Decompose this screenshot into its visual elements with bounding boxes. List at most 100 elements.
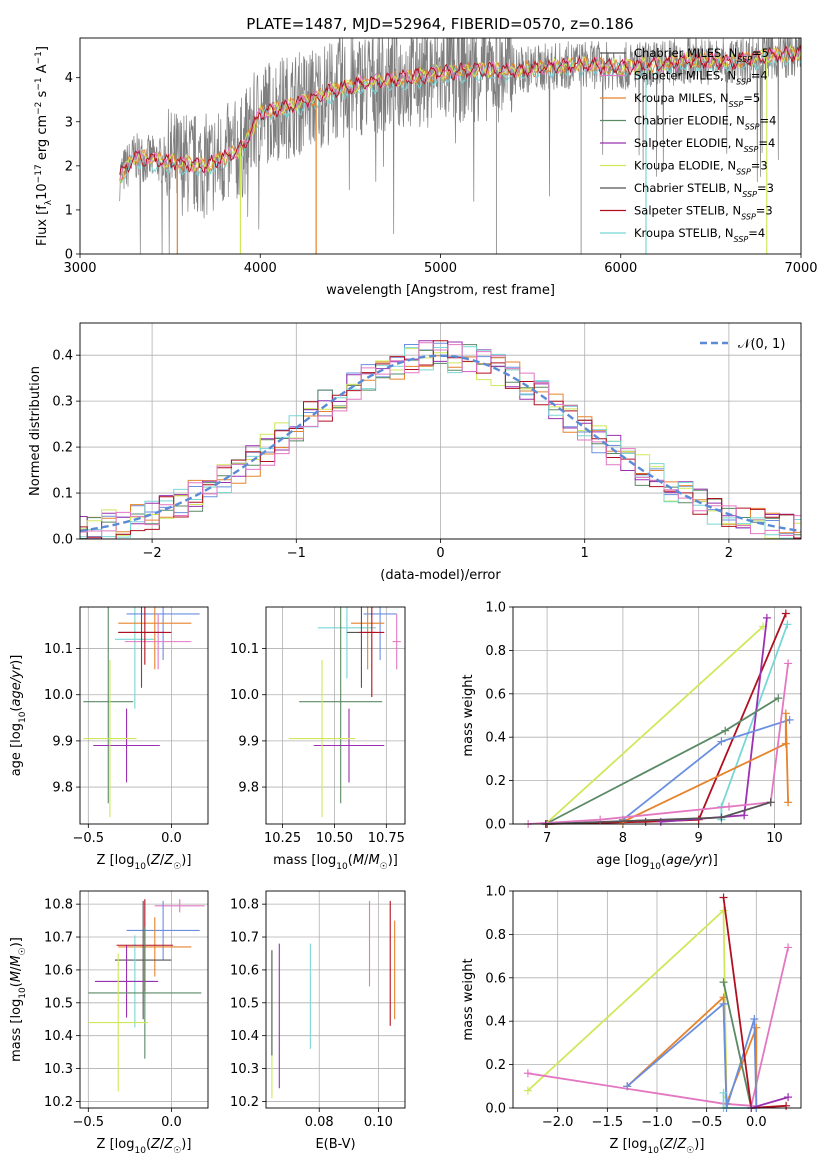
- y-tick-label: 0.2: [485, 1058, 506, 1073]
- y-tick-label: 10.8: [230, 898, 259, 913]
- x-tick-label: 10.50: [316, 831, 353, 846]
- x-axis-label: Z [log10(Z/Z☉)]: [97, 853, 192, 872]
- axes-frame: [512, 890, 802, 1109]
- mass-weight-marker: [719, 906, 728, 915]
- y-tick-label: 10.3: [230, 1062, 259, 1077]
- x-tick-label: −1.0: [641, 1115, 673, 1130]
- legend-entry: 𝒩(0, 1): [738, 337, 785, 352]
- y-tick-label: 10.0: [230, 688, 259, 703]
- x-axis-label: Z [log10(Z/Z☉)]: [97, 1137, 192, 1156]
- x-tick-label: −2.0: [542, 1115, 574, 1130]
- spectrum-data-line: [119, 38, 801, 254]
- y-tick-label: 0.4: [52, 349, 73, 364]
- y-tick-label: 0: [65, 248, 73, 263]
- mass-weight-marker: [752, 1023, 761, 1032]
- y-tick-label: 10.6: [230, 963, 259, 978]
- mass-weight-line: [547, 613, 787, 825]
- mass-weight-marker: [523, 1069, 532, 1078]
- y-tick-label: 3: [65, 115, 73, 130]
- figure-title: PLATE=1487, MJD=52964, FIBERID=0570, z=0…: [246, 15, 633, 33]
- y-tick-label: 0.0: [485, 818, 506, 833]
- legend-entry: Chabrier ELODIE, NSSP=4: [634, 114, 776, 132]
- axes-frame: [79, 322, 802, 540]
- y-tick-label: 0.6: [485, 971, 506, 986]
- legend-entry: Kroupa ELODIE, NSSP=3: [634, 159, 768, 177]
- y-tick-label: 10.4: [44, 1029, 73, 1044]
- mass-weight-marker: [719, 893, 728, 902]
- y-tick-label: 0.8: [485, 928, 506, 943]
- x-tick-label: 5000: [424, 261, 457, 276]
- y-tick-label: 10.7: [230, 931, 259, 946]
- x-tick-label: 1: [581, 546, 589, 561]
- legend-entry: Salpeter MILES, NSSP=4: [634, 69, 768, 87]
- y-tick-label: 10.0: [44, 688, 73, 703]
- axes-frame: [512, 606, 802, 825]
- x-tick-label: 0.08: [305, 1115, 334, 1130]
- y-tick-label: 10.7: [44, 931, 73, 946]
- x-tick-label: −1.5: [592, 1115, 624, 1130]
- y-tick-label: 10.2: [44, 1095, 73, 1110]
- y-tick-label: 10.8: [44, 898, 73, 913]
- x-tick-label: 0.0: [746, 1115, 767, 1130]
- legend-entry: Kroupa MILES, NSSP=5: [634, 91, 760, 109]
- mass-weight-marker: [782, 1101, 791, 1110]
- histogram-step: [80, 340, 801, 539]
- axes-frame: [265, 606, 406, 825]
- y-axis-label: mass weight: [461, 674, 476, 756]
- y-tick-label: 9.8: [52, 781, 73, 796]
- y-tick-label: 0.4: [485, 1015, 506, 1030]
- mass-weight-marker: [781, 609, 790, 618]
- x-tick-label: −0.5: [73, 1115, 105, 1130]
- mass-weight-line: [751, 1096, 789, 1109]
- y-tick-label: 10.1: [230, 642, 259, 657]
- mass-weight-line: [622, 713, 789, 823]
- y-tick-label: 10.2: [230, 1095, 259, 1110]
- y-axis-label: age [log10(age/yr)]: [9, 655, 28, 777]
- mass-weight-marker: [641, 817, 650, 826]
- histogram-step: [80, 342, 801, 539]
- legend-entry: Salpeter STELIB, NSSP=3: [634, 204, 773, 222]
- y-axis-label: Normed distribution: [28, 366, 43, 496]
- y-tick-label: 0.6: [485, 687, 506, 702]
- mass-weight-marker: [719, 978, 728, 987]
- x-axis-label: mass [log10(M/M☉)]: [273, 853, 398, 872]
- legend-entry: Chabrier MILES, NSSP=5: [634, 46, 769, 64]
- mass-weight-marker: [784, 659, 793, 668]
- y-tick-label: 9.9: [52, 734, 73, 749]
- histogram-step: [80, 344, 801, 539]
- axes-frame: [79, 890, 209, 1109]
- normal-curve: [79, 354, 802, 533]
- mass-weight-line: [527, 947, 789, 1107]
- x-tick-label: 3000: [63, 261, 96, 276]
- mass-weight-marker: [784, 1093, 793, 1102]
- x-tick-label: 9: [695, 831, 703, 846]
- mass-weight-marker: [721, 726, 730, 735]
- mass-weight-marker: [785, 715, 794, 724]
- y-tick-label: 9.8: [238, 781, 259, 796]
- mass-weight-marker: [719, 1088, 728, 1097]
- mass-weight-marker: [719, 999, 728, 1008]
- histogram-step: [80, 348, 801, 539]
- y-tick-label: 10.6: [44, 963, 73, 978]
- y-tick-label: 1.0: [485, 885, 506, 900]
- x-tick-label: 0.0: [161, 1115, 182, 1130]
- y-axis-label: mass [log10(M/M☉)]: [9, 937, 28, 1062]
- mass-weight-marker: [523, 1086, 532, 1095]
- mass-weight-marker: [781, 709, 790, 718]
- y-tick-label: 10.1: [44, 642, 73, 657]
- y-tick-label: 0.0: [52, 533, 73, 548]
- mass-weight-line: [722, 981, 753, 1109]
- y-tick-label: 9.9: [238, 734, 259, 749]
- x-tick-label: 7: [543, 831, 551, 846]
- axes-frame: [265, 890, 406, 1109]
- y-tick-label: 10.3: [44, 1062, 73, 1077]
- mass-weight-line: [544, 625, 764, 825]
- x-tick-label: −1: [287, 546, 306, 561]
- y-axis-label: mass weight: [461, 958, 476, 1040]
- mass-weight-marker: [725, 802, 733, 811]
- x-tick-label: −2: [143, 546, 162, 561]
- x-tick-label: 0: [436, 546, 444, 561]
- x-axis-label: (data-model)/error: [380, 568, 501, 583]
- mass-weight-marker: [781, 739, 790, 748]
- legend-entry: Kroupa STELIB, NSSP=4: [634, 226, 765, 244]
